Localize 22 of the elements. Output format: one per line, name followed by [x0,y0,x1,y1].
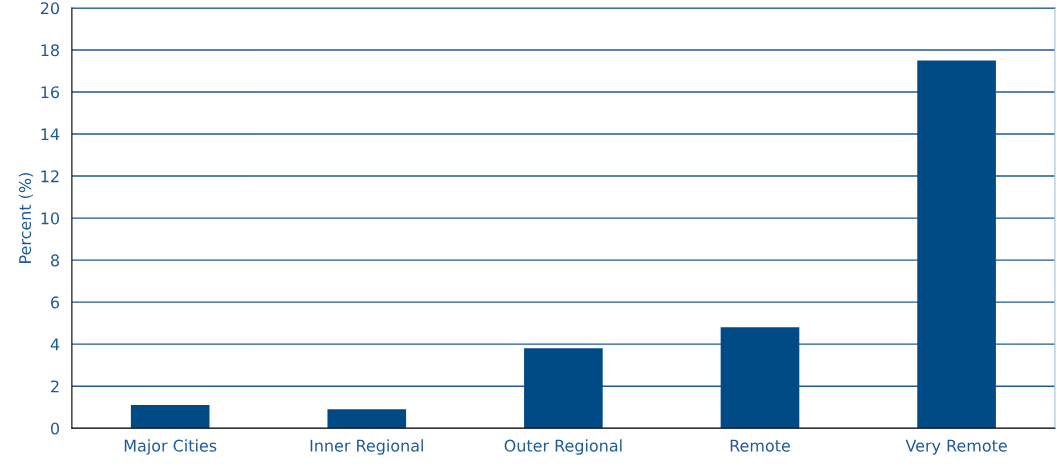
bar [720,327,800,429]
y-tick-label: 20 [40,2,60,15]
x-tick-label: Very Remote [905,439,1007,455]
y-tick-label: 18 [41,44,59,57]
y-tick-label: 14 [41,128,60,141]
y-tick-label: 6 [51,296,60,309]
y-tick-label: 10 [41,212,60,225]
y-tick-label: 8 [50,254,59,267]
x-tick-label: Inner Regional [310,439,423,455]
bar [327,409,407,429]
x-tick-label: Outer Regional [504,439,622,455]
bar [524,348,603,429]
bar [917,60,996,429]
y-tick-label: 12 [41,170,59,183]
x-tick-label: Major Cities [124,439,217,455]
y-tick-label: 0 [50,422,60,435]
x-tick-label: Remote [730,439,790,452]
y-tick-label: 4 [50,338,60,351]
bar [130,405,210,429]
y-tick-label: 2 [51,380,59,393]
y-tick-label: 16 [41,86,60,99]
y-axis-title: Percent (%) [18,173,33,263]
